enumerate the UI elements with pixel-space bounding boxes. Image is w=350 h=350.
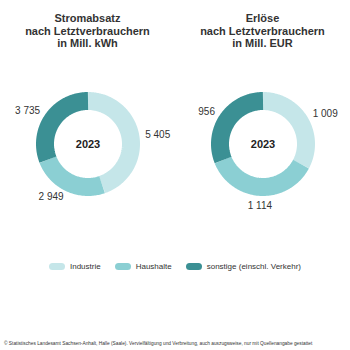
svg-text:5 405: 5 405 (145, 129, 170, 140)
html-text:Stromabsatz nach Letztverbrauc: Stromabsatz nach Letztverbrauchern in Mi… (25, 12, 150, 49)
svg-text:2023: 2023 (76, 138, 100, 150)
svg-text:956: 956 (198, 106, 215, 117)
html-text:sonstige (einschl. Verkehr): sonstige (einschl. Verkehr) (206, 262, 301, 271)
html-text:Haushalte: Haushalte (135, 262, 172, 271)
svg-text:2023: 2023 (251, 138, 275, 150)
svg-text:1 009: 1 009 (313, 108, 338, 119)
html-text:Industrie: Industrie (70, 262, 101, 271)
html-text:© Statistisches Landesamt Sach: © Statistisches Landesamt Sachsen-Anhalt… (4, 341, 313, 346)
svg-text:1 114: 1 114 (248, 200, 273, 211)
html-text:Erlöse nach Letztverbrauchern: Erlöse nach Letztverbrauchern in Mill. E… (200, 12, 325, 49)
svg-text:3 735: 3 735 (15, 105, 40, 116)
svg-text:2 949: 2 949 (39, 191, 64, 202)
